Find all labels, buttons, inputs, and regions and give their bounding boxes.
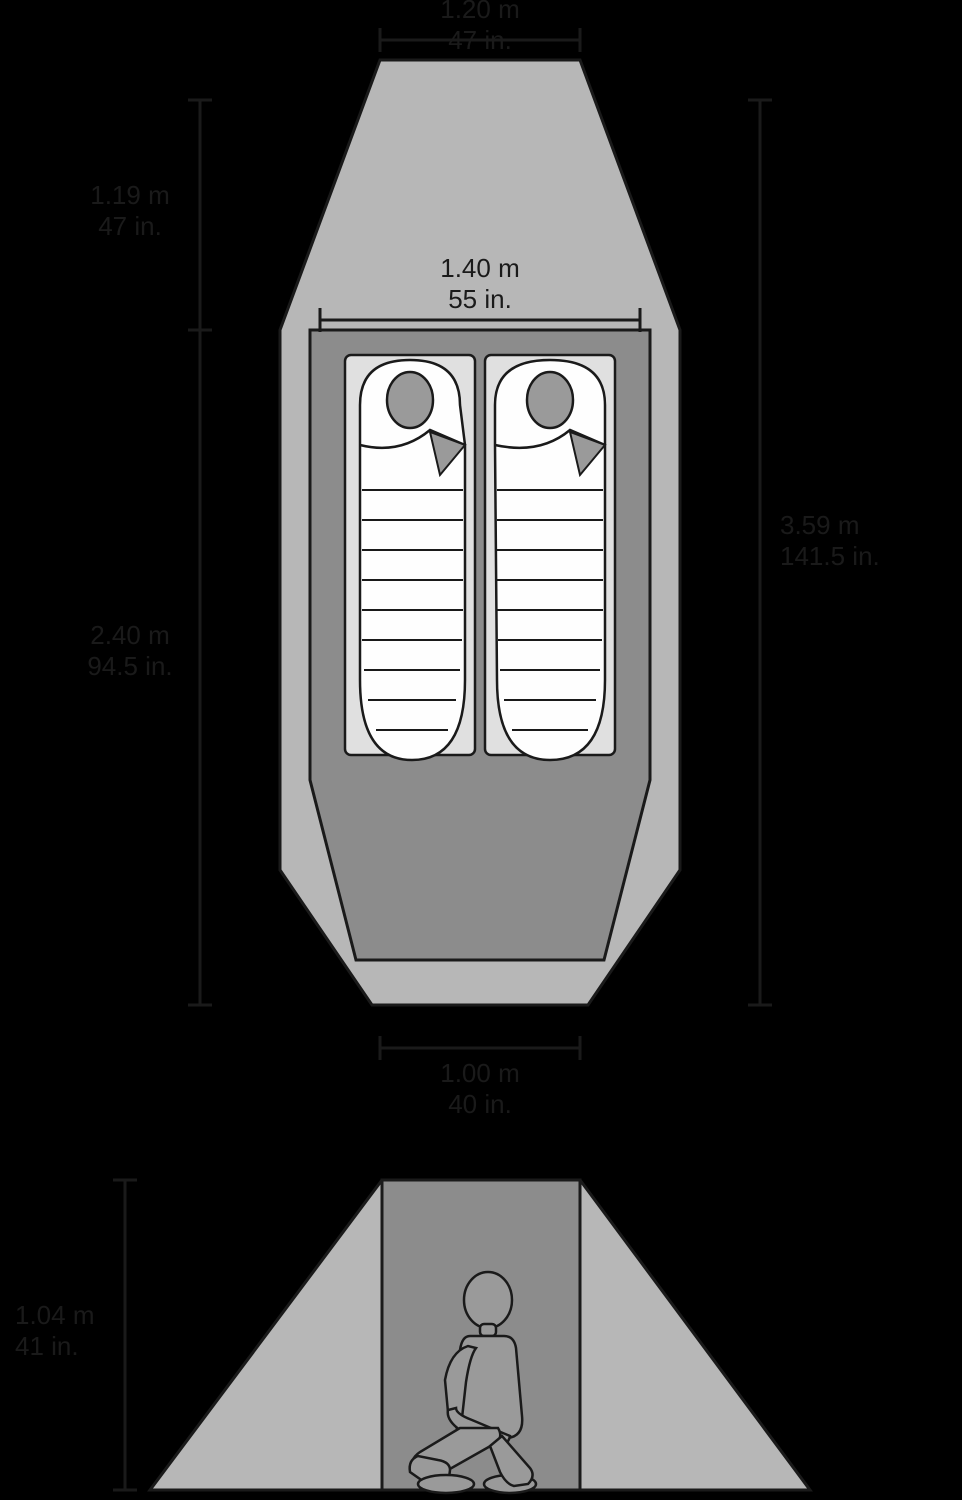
label-inner-width: 1.40 m 55 in. bbox=[400, 253, 560, 315]
sleeping-bag-left bbox=[360, 360, 465, 760]
sleeping-bag-right bbox=[495, 360, 605, 760]
label-total-depth: 3.59 m 141.5 in. bbox=[780, 510, 920, 572]
sleeper-head-right bbox=[527, 372, 573, 428]
sleeper-head-left bbox=[387, 372, 433, 428]
dim-left-split bbox=[188, 100, 212, 1005]
label-inner-depth: 2.40 m 94.5 in. bbox=[70, 620, 190, 682]
tent-dimension-diagram: 1.20 m 47 in. 1.40 m 55 in. 1.19 m 47 in… bbox=[0, 0, 962, 1500]
label-side-height: 1.04 m 41 in. bbox=[15, 1300, 115, 1362]
label-vestibule-depth: 1.19 m 47 in. bbox=[70, 180, 190, 242]
dim-right-total bbox=[748, 100, 772, 1005]
label-bottom-width: 1.00 m 40 in. bbox=[430, 1058, 530, 1120]
dim-side-height bbox=[113, 1180, 137, 1490]
dim-bottom-width bbox=[380, 1036, 580, 1060]
label-top-width: 1.20 m 47 in. bbox=[430, 0, 530, 56]
side-view-svg bbox=[0, 1120, 962, 1500]
